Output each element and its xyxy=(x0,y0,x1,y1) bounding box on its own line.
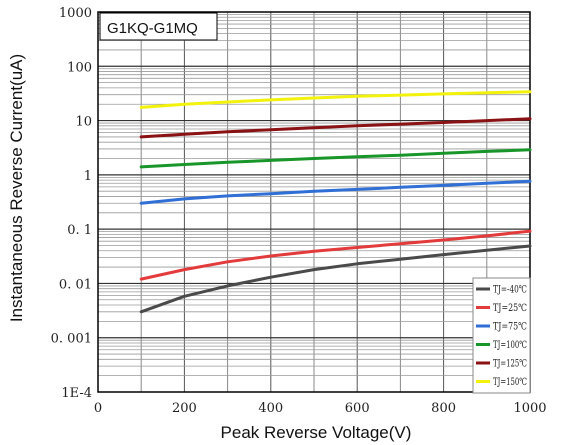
series-line xyxy=(139,244,532,314)
y-tick-label: 0. 1 xyxy=(67,223,92,238)
legend-label: TJ=-40℃ xyxy=(493,285,527,296)
series-layer xyxy=(139,90,532,314)
legend-label: TJ=25℃ xyxy=(493,303,527,314)
x-tick-label: 200 xyxy=(172,401,197,416)
legend: TJ=-40℃ TJ=25℃ TJ=75℃ TJ=100℃ TJ=125℃ TJ=150℃ xyxy=(472,277,531,394)
series-line xyxy=(139,90,532,109)
series-line xyxy=(139,179,532,205)
y-tick-label: 1000 xyxy=(59,6,92,21)
y-axis-label: Instantaneous Reverse Current(uA) xyxy=(7,54,26,322)
legend-label: TJ=150℃ xyxy=(493,377,527,388)
legend-label: TJ=100℃ xyxy=(493,340,527,351)
y-tick-label: 100 xyxy=(67,60,92,75)
y-tick-label: 1 xyxy=(84,169,92,184)
x-tick-label: 800 xyxy=(431,401,456,416)
chart-title: G1KQ-G1MQ xyxy=(107,20,198,37)
y-tick-label: 10 xyxy=(75,115,92,130)
legend-box xyxy=(472,277,531,394)
plot-border xyxy=(97,11,531,393)
y-tick-label: 0. 001 xyxy=(51,332,92,347)
x-tick-label: 600 xyxy=(345,401,370,416)
legend-label: TJ=75℃ xyxy=(493,322,527,333)
series-line xyxy=(139,229,532,281)
x-tick-label: 1000 xyxy=(513,401,546,416)
series-line xyxy=(139,148,532,169)
legend-label: TJ=125℃ xyxy=(493,359,527,370)
y-tick-label: 1E-4 xyxy=(61,386,92,401)
x-axis-label: Peak Reverse Voltage(V) xyxy=(221,423,412,442)
grid xyxy=(98,12,530,392)
chart-title-box: G1KQ-G1MQ xyxy=(99,12,218,41)
tick-labels: 1E-4 0. 001 0. 01 0. 1 1 10 100 1000 0 200 400 600 8… xyxy=(51,6,547,416)
x-tick-label: 0 xyxy=(94,401,102,416)
x-tick-label: 400 xyxy=(258,401,283,416)
series-line xyxy=(139,117,532,139)
y-tick-label: 0. 01 xyxy=(59,277,92,292)
